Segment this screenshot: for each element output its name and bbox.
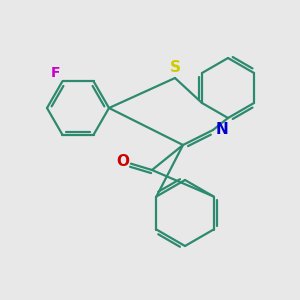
Text: F: F xyxy=(51,66,60,80)
Text: N: N xyxy=(216,122,228,137)
Text: O: O xyxy=(116,154,129,169)
Text: S: S xyxy=(169,61,181,76)
